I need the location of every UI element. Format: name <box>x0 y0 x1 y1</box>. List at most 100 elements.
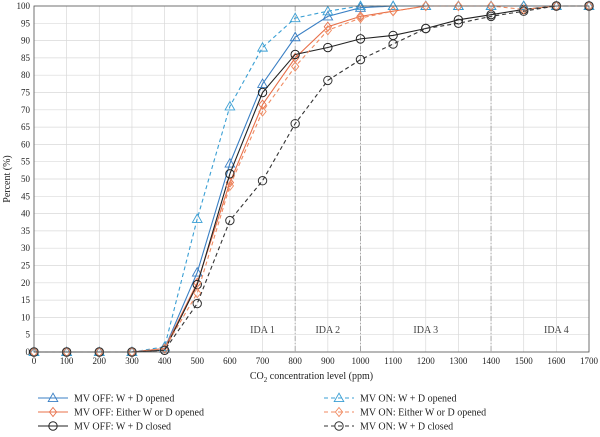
y-tick-label: 10 <box>21 312 31 322</box>
x-axis-label: CO2 concentration level (ppm) <box>250 371 373 384</box>
y-tick-label: 90 <box>21 36 31 46</box>
x-tick-label: 1300 <box>449 356 468 366</box>
x-tick-label: 0 <box>32 356 37 366</box>
x-tick-labels: 0 100 200 300 400 500 600 700 800 900 1000 1100 1200… <box>32 356 599 366</box>
y-tick-label: 40 <box>21 209 31 219</box>
data-point <box>192 298 202 309</box>
grid <box>33 5 590 353</box>
y-tick-label: 0 <box>26 347 31 357</box>
data-point <box>486 0 496 12</box>
data-point <box>322 5 334 16</box>
y-axis-label: Percent (%) <box>2 155 13 202</box>
data-point <box>485 0 497 11</box>
data-point <box>356 11 365 22</box>
y-tick-label: 80 <box>21 70 31 80</box>
data-point <box>290 118 300 129</box>
data-point <box>191 266 203 277</box>
data-point <box>356 12 365 24</box>
data-point <box>257 87 268 98</box>
y-tick-label: 100 <box>17 1 31 11</box>
legend-label: MV ON: Either W or D opened <box>360 408 486 419</box>
legend-label: MV ON: W + D closed <box>360 422 453 433</box>
data-point <box>421 0 430 12</box>
data-point <box>193 287 202 299</box>
data-point <box>258 106 267 117</box>
data-point <box>289 31 301 42</box>
plot-frame <box>33 5 590 353</box>
ida-labels: IDA 1 IDA 2 IDA 3 IDA 4 <box>250 325 569 336</box>
y-tick-label: 15 <box>21 295 31 305</box>
data-point <box>256 41 269 52</box>
data-point <box>191 213 203 223</box>
x-tick-label: 1500 <box>515 356 534 366</box>
y-tick-label: 55 <box>21 157 31 167</box>
data-point <box>323 75 333 86</box>
data-point <box>388 39 398 49</box>
data-point <box>159 345 170 355</box>
data-point <box>258 99 267 110</box>
x-tick-label: 700 <box>256 356 270 366</box>
legend-item: MV OFF: Either W or D opened <box>38 406 204 419</box>
data-point <box>224 100 236 111</box>
x-tick-label: 800 <box>288 356 302 366</box>
y-tick-label: 25 <box>21 261 31 271</box>
data-point <box>486 11 496 22</box>
x-axis-label-subscript: 2 <box>264 376 268 384</box>
data-point <box>355 34 366 44</box>
x-tick-label: 400 <box>158 356 172 366</box>
x-tick-label: 1200 <box>417 356 436 366</box>
data-point <box>290 49 300 60</box>
x-tick-label: 100 <box>60 356 74 366</box>
data-point <box>323 21 332 32</box>
data-point <box>322 10 334 21</box>
legend-marker <box>334 406 344 418</box>
legend-item: MV ON: Either W or D opened <box>324 406 486 419</box>
y-tick-label: 60 <box>21 139 31 149</box>
legend-label: MV ON: W + D opened <box>360 394 456 405</box>
data-point <box>387 0 399 11</box>
legend-marker <box>47 392 59 403</box>
series-1 <box>28 0 595 357</box>
x-tick-label: 1400 <box>482 356 501 366</box>
series-4 <box>28 0 595 357</box>
y-tick-label: 30 <box>21 243 31 253</box>
y-tick-label: 35 <box>21 226 31 236</box>
data-point <box>354 0 367 11</box>
y-tick-label: 5 <box>26 330 31 340</box>
data-point <box>291 61 300 72</box>
data-point <box>388 5 398 17</box>
legend-item: MV ON: W + D closed <box>324 421 453 433</box>
data-point <box>28 346 40 357</box>
x-tick-label: 1600 <box>547 356 566 366</box>
x-axis-label-suffix: concentration level (ppm) <box>267 371 373 382</box>
y-tick-label: 75 <box>21 88 31 98</box>
x-tick-label: 1100 <box>384 356 402 366</box>
data-point <box>453 15 464 25</box>
legend-item: MV OFF: W + D opened <box>38 392 174 405</box>
data-point <box>454 0 463 12</box>
legend-item: MV ON: W + D opened <box>324 392 456 405</box>
data-point <box>452 0 464 11</box>
y-tick-label: 95 <box>21 18 31 28</box>
x-tick-label: 900 <box>321 356 335 366</box>
x-tick-label: 600 <box>223 356 237 366</box>
data-point <box>61 346 73 357</box>
legend-marker <box>48 406 58 418</box>
y-tick-label: 65 <box>21 122 31 132</box>
data-point <box>323 42 333 53</box>
legend-marker <box>333 392 345 403</box>
y-tick-label: 70 <box>21 105 31 115</box>
data-point <box>519 6 529 16</box>
legend-marker <box>334 421 344 431</box>
legend-label: MV OFF: W + D opened <box>74 394 174 405</box>
data-point <box>225 169 235 179</box>
y-tick-label: 50 <box>21 174 31 184</box>
data-point <box>420 0 432 11</box>
y-tick-label: 85 <box>21 53 31 63</box>
data-point <box>550 0 562 11</box>
ida-label: IDA 1 <box>250 325 275 336</box>
data-point <box>355 54 366 65</box>
legend: MV OFF: W + D opened MV OFF: Either W or … <box>38 392 486 433</box>
ida-label: IDA 4 <box>544 325 569 336</box>
